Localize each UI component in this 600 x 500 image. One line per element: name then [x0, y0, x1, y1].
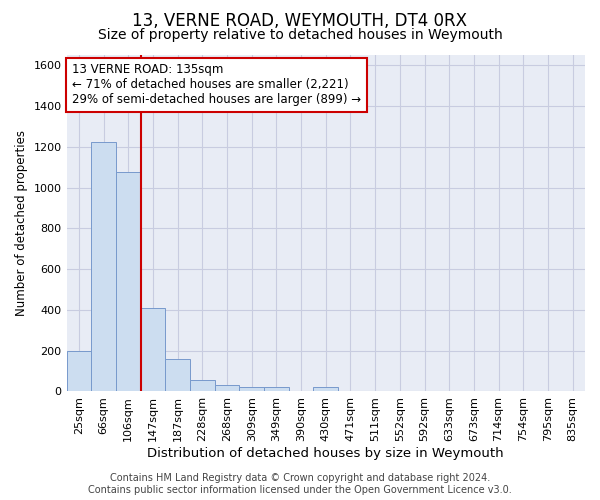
Bar	[264, 388, 289, 392]
Bar	[215, 386, 239, 392]
Bar	[91, 142, 116, 392]
X-axis label: Distribution of detached houses by size in Weymouth: Distribution of detached houses by size …	[148, 447, 504, 460]
Text: 13 VERNE ROAD: 135sqm
← 71% of detached houses are smaller (2,221)
29% of semi-d: 13 VERNE ROAD: 135sqm ← 71% of detached …	[72, 64, 361, 106]
Bar	[116, 172, 140, 392]
Bar	[313, 388, 338, 392]
Bar	[165, 359, 190, 392]
Bar	[190, 380, 215, 392]
Text: 13, VERNE ROAD, WEYMOUTH, DT4 0RX: 13, VERNE ROAD, WEYMOUTH, DT4 0RX	[133, 12, 467, 30]
Bar	[67, 350, 91, 392]
Text: Contains HM Land Registry data © Crown copyright and database right 2024.
Contai: Contains HM Land Registry data © Crown c…	[88, 474, 512, 495]
Bar	[239, 388, 264, 392]
Bar	[140, 308, 165, 392]
Y-axis label: Number of detached properties: Number of detached properties	[15, 130, 28, 316]
Text: Size of property relative to detached houses in Weymouth: Size of property relative to detached ho…	[98, 28, 502, 42]
